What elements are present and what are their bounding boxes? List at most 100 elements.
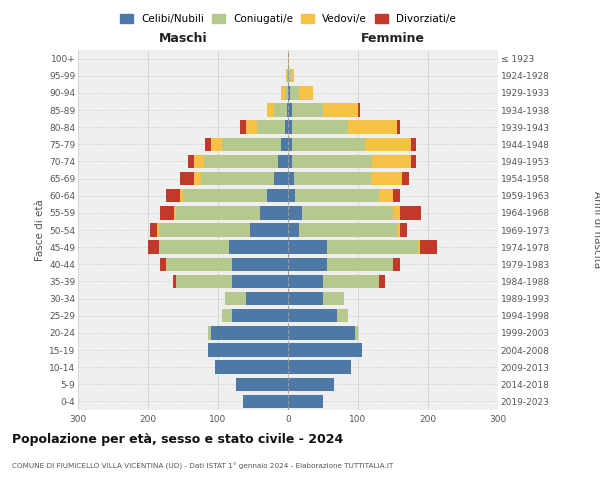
Bar	[323, 292, 344, 306]
Bar	[326, 258, 393, 271]
Bar	[211, 326, 288, 340]
Legend: Celibi/Nubili, Coniugati/e, Vedovi/e, Divorziati/e: Celibi/Nubili, Coniugati/e, Vedovi/e, Di…	[120, 14, 456, 24]
Bar	[287, 69, 288, 82]
Bar	[204, 154, 277, 168]
Bar	[288, 189, 295, 202]
Bar	[235, 378, 288, 391]
Bar	[166, 189, 179, 202]
Bar	[288, 120, 292, 134]
Bar	[284, 86, 288, 100]
Bar	[358, 104, 360, 117]
Bar	[232, 274, 288, 288]
Bar	[337, 309, 347, 322]
Bar	[193, 172, 200, 186]
Bar	[379, 189, 393, 202]
Bar	[410, 138, 416, 151]
Bar	[292, 154, 372, 168]
Bar	[365, 138, 410, 151]
Bar	[229, 240, 288, 254]
Bar	[290, 86, 299, 100]
Bar	[299, 224, 397, 236]
Bar	[288, 344, 361, 356]
Bar	[158, 240, 229, 254]
Bar	[293, 172, 371, 186]
Bar	[205, 138, 211, 151]
Bar	[288, 378, 334, 391]
Bar	[292, 120, 347, 134]
Text: Popolazione per età, sesso e stato civile - 2024: Popolazione per età, sesso e stato civil…	[12, 432, 343, 446]
Bar	[166, 258, 232, 271]
Bar	[188, 154, 193, 168]
Bar	[174, 206, 176, 220]
Bar	[288, 206, 302, 220]
Bar	[221, 138, 281, 151]
Bar	[158, 224, 250, 236]
Bar	[291, 69, 295, 82]
Bar	[418, 240, 419, 254]
Bar	[179, 172, 193, 186]
Bar	[397, 120, 400, 134]
Bar	[288, 69, 291, 82]
Bar	[372, 154, 410, 168]
Bar	[215, 360, 288, 374]
Bar	[160, 258, 166, 271]
Bar	[176, 206, 260, 220]
Bar	[221, 309, 232, 322]
Bar	[292, 138, 365, 151]
Bar	[379, 274, 385, 288]
Bar	[323, 104, 358, 117]
Text: Maschi: Maschi	[158, 32, 208, 45]
Bar	[281, 86, 284, 100]
Bar	[288, 104, 292, 117]
Bar	[267, 104, 274, 117]
Bar	[410, 154, 416, 168]
Bar	[371, 172, 402, 186]
Y-axis label: Fasce di età: Fasce di età	[35, 199, 45, 261]
Bar	[288, 224, 299, 236]
Bar	[173, 274, 176, 288]
Bar	[160, 206, 174, 220]
Text: COMUNE DI FIUMICELLO VILLA VICENTINA (UD) - Dati ISTAT 1° gennaio 2024 - Elabora: COMUNE DI FIUMICELLO VILLA VICENTINA (UD…	[12, 462, 393, 469]
Bar	[288, 326, 355, 340]
Bar	[260, 206, 288, 220]
Bar	[232, 258, 288, 271]
Bar	[402, 172, 409, 186]
Bar	[288, 138, 292, 151]
Bar	[274, 172, 288, 186]
Bar	[267, 189, 288, 202]
Bar	[287, 104, 288, 117]
Bar	[397, 224, 400, 236]
Bar	[295, 189, 379, 202]
Bar	[274, 104, 287, 117]
Bar	[288, 172, 293, 186]
Bar	[326, 240, 418, 254]
Bar	[242, 394, 288, 408]
Bar	[419, 240, 437, 254]
Bar	[208, 326, 211, 340]
Bar	[241, 120, 246, 134]
Bar	[288, 52, 289, 66]
Bar	[284, 120, 288, 134]
Bar	[225, 292, 246, 306]
Bar	[277, 154, 288, 168]
Bar	[288, 394, 323, 408]
Bar	[257, 120, 284, 134]
Bar	[246, 292, 288, 306]
Bar	[183, 189, 267, 202]
Bar	[286, 69, 287, 82]
Bar	[292, 104, 323, 117]
Bar	[393, 206, 400, 220]
Bar	[208, 344, 288, 356]
Bar	[355, 326, 358, 340]
Bar	[288, 309, 337, 322]
Bar	[288, 240, 326, 254]
Bar	[393, 258, 400, 271]
Bar	[299, 86, 313, 100]
Bar	[393, 189, 400, 202]
Bar	[288, 86, 290, 100]
Bar	[323, 274, 379, 288]
Bar	[288, 258, 326, 271]
Bar	[148, 240, 158, 254]
Bar	[246, 120, 257, 134]
Bar	[400, 206, 421, 220]
